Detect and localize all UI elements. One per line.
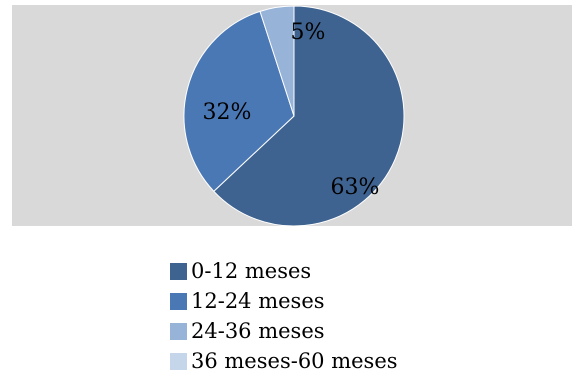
data-label: 63% bbox=[331, 175, 380, 200]
legend-item: 24-36 meses bbox=[170, 316, 570, 346]
pie-slice bbox=[259, 5, 295, 117]
chart-plot-area: 63% 32% 5% bbox=[12, 5, 572, 226]
legend-swatch bbox=[170, 352, 187, 370]
legend-label: 36 meses-60 meses bbox=[191, 349, 398, 373]
data-label: 32% bbox=[203, 100, 252, 125]
legend-item: 36 meses-60 meses bbox=[170, 346, 570, 376]
chart-legend: 0-12 meses 12-24 meses 24-36 meses 36 me… bbox=[170, 256, 570, 376]
legend-label: 12-24 meses bbox=[191, 289, 325, 313]
pie-chart: 63% 32% 5% bbox=[183, 5, 405, 226]
legend-swatch bbox=[170, 262, 187, 280]
legend-label: 0-12 meses bbox=[191, 259, 312, 283]
data-label: 5% bbox=[291, 20, 326, 45]
legend-swatch bbox=[170, 292, 187, 310]
legend-label: 24-36 meses bbox=[191, 319, 325, 343]
pie-slice bbox=[183, 10, 295, 193]
legend-item: 0-12 meses bbox=[170, 256, 570, 286]
legend-item: 12-24 meses bbox=[170, 286, 570, 316]
legend-swatch bbox=[170, 322, 187, 340]
pie-slice bbox=[213, 5, 405, 226]
